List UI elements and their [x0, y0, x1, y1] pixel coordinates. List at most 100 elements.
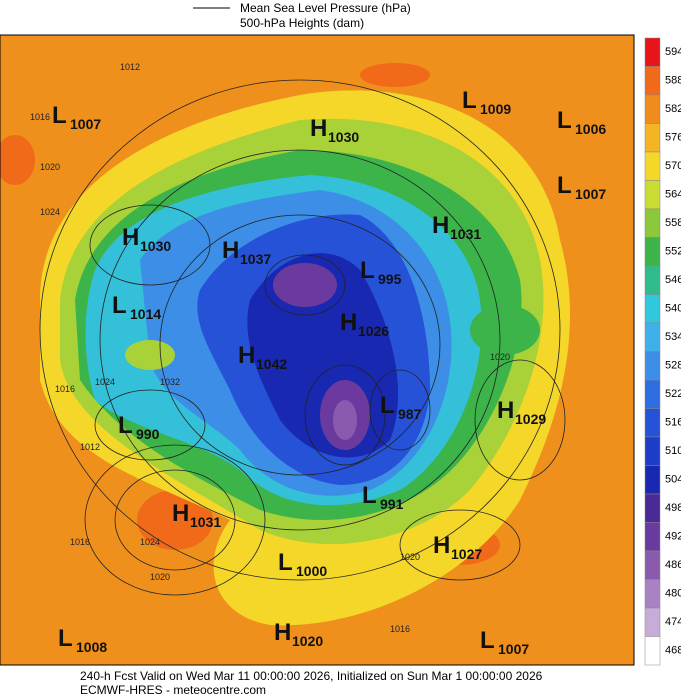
- colorbar-box: [644, 322, 661, 352]
- colorbar-box: [644, 379, 661, 409]
- isobar-label: 1032: [160, 377, 180, 387]
- map-frame: [0, 34, 635, 666]
- center-value: 1000: [296, 563, 327, 579]
- footer-text: 240-h Fcst Valid on Wed Mar 11 00:00:00 …: [80, 669, 543, 683]
- colorbar-box: [644, 465, 661, 495]
- isobar-label: 1012: [80, 442, 100, 452]
- center-value: 1030: [140, 238, 171, 254]
- center-value: 1008: [76, 639, 107, 655]
- colorbar-box: [644, 579, 661, 609]
- colorbar-label: 504: [665, 474, 681, 486]
- colorbar-box: [644, 550, 661, 580]
- colorbar-box: [644, 408, 661, 438]
- colorbar-label: 492: [665, 531, 681, 543]
- center-value: 990: [136, 426, 160, 442]
- colorbar-label: 510: [665, 445, 681, 457]
- isobar-label: 1020: [490, 352, 510, 362]
- center-value: 1031: [190, 514, 221, 530]
- colorbar-label: 594: [665, 46, 681, 58]
- isobar-label: 1016: [55, 384, 75, 394]
- center-value: 1027: [451, 546, 482, 562]
- colorbar-box: [644, 94, 661, 124]
- center-letter: H: [432, 212, 449, 239]
- center-letter: H: [274, 619, 291, 646]
- center-value: 1007: [575, 186, 606, 202]
- center-value: 1037: [240, 251, 271, 267]
- colorbar-box: [644, 265, 661, 295]
- isobar-label: 1024: [140, 537, 160, 547]
- colorbar-label: 576: [665, 132, 681, 144]
- colorbar-box: [644, 522, 661, 552]
- colorbar-label: 582: [665, 103, 681, 115]
- center-letter: L: [380, 392, 395, 419]
- center-value: 1009: [480, 101, 511, 117]
- center-letter: L: [557, 172, 572, 199]
- isobar-label: 1020: [40, 162, 60, 172]
- isobar-label: 1016: [70, 537, 90, 547]
- center-value: 1026: [358, 323, 389, 339]
- colorbar-box: [644, 493, 661, 523]
- center-letter: L: [58, 625, 73, 652]
- colorbar-box: [644, 208, 661, 238]
- center-letter: H: [238, 342, 255, 369]
- colorbar-label: 474: [665, 616, 681, 628]
- legend-text: Mean Sea Level Pressure (hPa): [240, 1, 411, 15]
- center-letter: L: [480, 627, 495, 654]
- center-value: 1031: [450, 226, 481, 242]
- map-field: [0, 35, 634, 665]
- colorbar-box: [644, 636, 661, 666]
- colorbar-label: 540: [665, 303, 681, 315]
- colorbar-label: 486: [665, 559, 681, 571]
- colorbar-label: 534: [665, 331, 681, 343]
- center-value: 1006: [575, 121, 606, 137]
- center-value: 991: [380, 496, 404, 512]
- colorbar-label: 570: [665, 160, 681, 172]
- colorbar-label: 528: [665, 360, 681, 372]
- center-letter: L: [360, 257, 375, 284]
- isobar-label: 1016: [390, 624, 410, 634]
- center-letter: H: [497, 397, 514, 424]
- isobar-label: 1024: [40, 207, 60, 217]
- legend-text: 500-hPa Heights (dam): [240, 16, 364, 30]
- colorbar-label: 564: [665, 189, 681, 201]
- colorbar-label: 498: [665, 502, 681, 514]
- center-letter: H: [340, 309, 357, 336]
- center-value: 1029: [515, 411, 546, 427]
- colorbar-box: [644, 66, 661, 96]
- colorbar-box: [644, 37, 661, 67]
- center-letter: H: [222, 237, 239, 264]
- isobar-label: 1012: [120, 62, 140, 72]
- center-letter: L: [362, 482, 377, 509]
- center-letter: L: [462, 87, 477, 114]
- colorbar-box: [644, 436, 661, 466]
- center-value: 987: [398, 406, 422, 422]
- center-value: 1007: [498, 641, 529, 657]
- center-value: 995: [378, 271, 402, 287]
- colorbar-label: 558: [665, 217, 681, 229]
- center-letter: L: [112, 292, 127, 319]
- center-letter: H: [310, 115, 327, 142]
- center-letter: H: [122, 224, 139, 251]
- center-value: 1042: [256, 356, 287, 372]
- colorbar-label: 516: [665, 417, 681, 429]
- colorbar-label: 588: [665, 75, 681, 87]
- center-letter: L: [557, 107, 572, 134]
- colorbar-box: [644, 237, 661, 267]
- center-value: 1030: [328, 129, 359, 145]
- isobar-label: 1020: [400, 552, 420, 562]
- center-letter: L: [52, 102, 67, 129]
- colorbar-box: [644, 294, 661, 324]
- center-letter: H: [433, 532, 450, 559]
- center-letter: L: [118, 412, 133, 439]
- isobar-label: 1020: [150, 572, 170, 582]
- center-value: 1020: [292, 633, 323, 649]
- colorbar-box: [644, 607, 661, 637]
- colorbar-label: 468: [665, 645, 681, 657]
- colorbar-box: [644, 123, 661, 153]
- center-value: 1014: [130, 306, 161, 322]
- footer-text: ECMWF-HRES - meteocentre.com: [80, 683, 266, 697]
- isobar-label: 1016: [30, 112, 50, 122]
- colorbar-box: [644, 180, 661, 210]
- colorbar-label: 546: [665, 274, 681, 286]
